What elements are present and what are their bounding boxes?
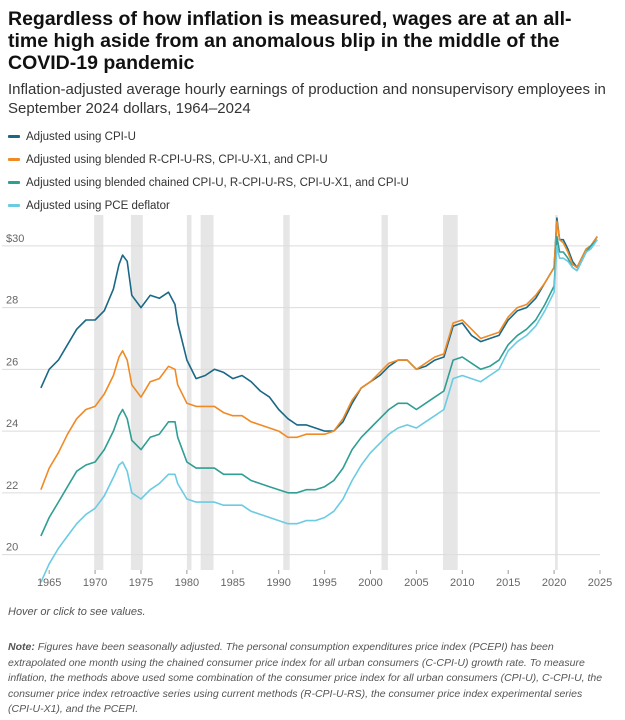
- legend-swatch-pce: [8, 204, 20, 207]
- y-tick-label-22: 22: [6, 480, 18, 492]
- chart-subtitle: Inflation-adjusted average hourly earnin…: [8, 81, 606, 117]
- legend-swatch-cpi-u: [8, 135, 20, 138]
- y-tick-label-30: $30: [6, 233, 24, 245]
- series-lines: [40, 217, 598, 583]
- x-tick-label-1970: 1970: [83, 577, 107, 589]
- legend-item-pce[interactable]: Adjusted using PCE deflator: [8, 194, 409, 217]
- legend-label-blended-r-cpi: Adjusted using blended R-CPI-U-RS, CPI-U…: [26, 153, 328, 166]
- legend-label-pce: Adjusted using PCE deflator: [26, 199, 170, 212]
- y-tick-label-28: 28: [6, 295, 18, 307]
- chart-title: Regardless of how inflation is measured,…: [8, 8, 572, 74]
- x-tick-label-1985: 1985: [221, 577, 245, 589]
- x-tick-label-2020: 2020: [542, 577, 566, 589]
- x-tick-label-2025: 2025: [588, 577, 612, 589]
- series-line-1[interactable]: [40, 220, 598, 490]
- legend-label-cpi-u: Adjusted using CPI-U: [26, 130, 136, 143]
- y-tick-label-24: 24: [6, 418, 18, 430]
- legend-swatch-blended-r-cpi: [8, 158, 20, 161]
- x-axis: 1965 1970 1975 1980 1985 1990 1995 2000 2005 2010…: [37, 570, 612, 589]
- recession-band-0: [94, 215, 104, 570]
- y-axis: 20 22 24 26 28 $30: [6, 233, 24, 554]
- x-tick-label-2010: 2010: [450, 577, 474, 589]
- series-line-2[interactable]: [40, 235, 598, 537]
- recession-band-7: [555, 215, 558, 570]
- legend-item-blended-r-cpi[interactable]: Adjusted using blended R-CPI-U-RS, CPI-U…: [8, 148, 409, 171]
- recession-band-5: [381, 215, 388, 570]
- y-tick-label-26: 26: [6, 356, 18, 368]
- series-line-3[interactable]: [40, 239, 598, 583]
- recession-band-3: [200, 215, 214, 570]
- recession-band-4: [283, 215, 290, 570]
- legend-swatch-blended-chained: [8, 181, 20, 184]
- legend-item-blended-chained[interactable]: Adjusted using blended chained CPI-U, R-…: [8, 171, 409, 194]
- gridlines: [2, 245, 600, 556]
- series-line-0[interactable]: [40, 217, 598, 432]
- footnote: Note: Figures have been seasonally adjus…: [8, 640, 608, 718]
- x-tick-label-1965: 1965: [37, 577, 61, 589]
- legend: Adjusted using CPI-U Adjusted using blen…: [8, 125, 409, 217]
- x-tick-label-2005: 2005: [404, 577, 428, 589]
- x-tick-label-2015: 2015: [496, 577, 520, 589]
- recession-band-6: [443, 215, 458, 570]
- x-tick-label-1990: 1990: [266, 577, 290, 589]
- x-tick-label-1975: 1975: [129, 577, 153, 589]
- hover-instruction: Hover or click to see values.: [8, 606, 146, 618]
- x-tick-label-1995: 1995: [312, 577, 336, 589]
- recession-band-2: [186, 215, 192, 570]
- footnote-label: Note:: [8, 641, 35, 653]
- x-tick-label-2000: 2000: [358, 577, 382, 589]
- legend-item-cpi-u[interactable]: Adjusted using CPI-U: [8, 125, 409, 148]
- footnote-text: Figures have been seasonally adjusted. T…: [8, 641, 603, 715]
- y-tick-label-20: 20: [6, 542, 18, 554]
- legend-label-blended-chained: Adjusted using blended chained CPI-U, R-…: [26, 176, 409, 189]
- x-tick-label-1980: 1980: [175, 577, 199, 589]
